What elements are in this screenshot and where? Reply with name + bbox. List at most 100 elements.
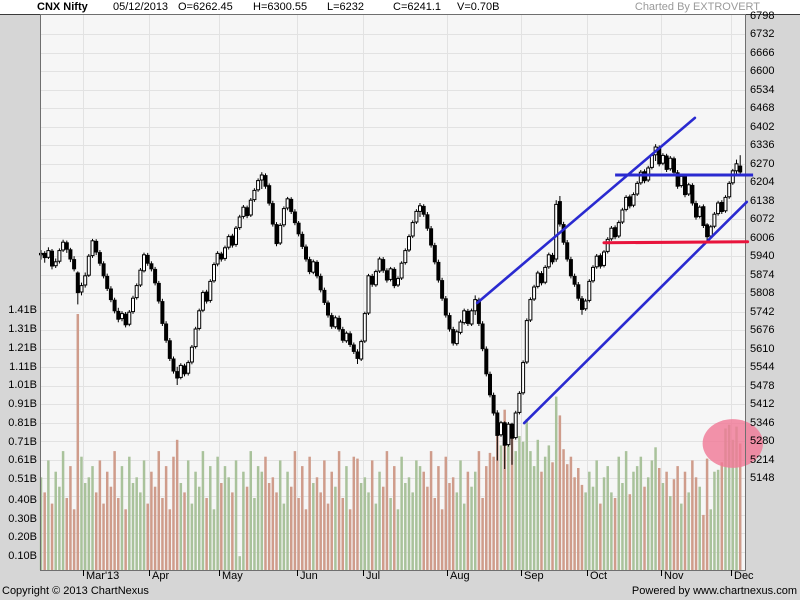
candle-down (701, 206, 706, 226)
volume-highlight-ellipse[interactable] (702, 419, 763, 468)
volume-bar (624, 451, 628, 570)
candle-down (672, 158, 676, 173)
powered-by-link[interactable]: Powered by www.chartnexus.com (631, 585, 797, 597)
channel-lower-trendline[interactable] (522, 200, 749, 425)
candle-down (270, 203, 275, 225)
volume-bar (400, 456, 403, 570)
volume-bar (286, 471, 289, 570)
volume-tick-label: 1.41B (8, 304, 37, 316)
volume-bar (735, 426, 738, 570)
quote-date: 05/12/2013 (113, 1, 169, 13)
volume-bar (485, 466, 488, 570)
price-tick-label: 5610 (750, 343, 775, 355)
plot-area[interactable] (40, 14, 745, 570)
candle-down (694, 203, 698, 218)
candle-up (241, 206, 246, 217)
volume-bar (220, 483, 223, 570)
volume-bar (190, 503, 194, 570)
volume-bar (186, 460, 190, 570)
volume-bar (54, 471, 57, 570)
candle-up (127, 311, 132, 325)
volume-bar (50, 503, 54, 570)
volume-bar (738, 443, 742, 570)
candle-down (355, 351, 360, 359)
volume-bar (687, 492, 690, 570)
candle-down (307, 259, 312, 273)
volume-bar (98, 460, 102, 570)
volume-bar (150, 471, 153, 570)
price-tick-label: 6402 (750, 121, 775, 133)
volume-bar (716, 469, 720, 570)
volume-tick-label: 1.11B (9, 361, 37, 373)
volume-bar (665, 471, 668, 570)
candle-down (561, 224, 566, 243)
volume-bar (102, 503, 105, 570)
candle-down (675, 172, 680, 187)
volume-bar (602, 477, 606, 570)
candle-down (322, 289, 327, 303)
candle-up (223, 247, 227, 259)
candle-up (377, 258, 382, 272)
price-tick-label: 6204 (750, 176, 775, 188)
volume-bar (172, 456, 175, 570)
candle-down (690, 184, 695, 204)
candle-down (568, 259, 573, 277)
volume-bar (146, 503, 149, 570)
candle-down (572, 275, 577, 285)
candle-down (613, 227, 618, 238)
support-red-line[interactable] (602, 240, 750, 245)
volume-bar (308, 456, 311, 570)
volume-bar (676, 466, 679, 570)
volume-bar (345, 466, 348, 570)
volume-bar (411, 492, 414, 570)
volume-bar (514, 451, 517, 570)
candle-up (278, 224, 283, 244)
volume-tick-label: 0.51B (8, 473, 37, 485)
candle-down (491, 394, 496, 414)
volume-bar (359, 483, 363, 570)
candle-down (204, 291, 209, 302)
volume-bar (455, 492, 459, 570)
price-tick-label: 6270 (750, 158, 775, 170)
volume-bar (702, 514, 705, 570)
candle-up (373, 271, 378, 286)
candle-down (94, 240, 99, 253)
candle-up (197, 310, 202, 329)
quote-high: H=6300.55 (253, 1, 308, 13)
volume-bar (510, 428, 514, 570)
volume-bar (131, 483, 135, 570)
volume-bar (507, 439, 510, 570)
candle-down (719, 202, 724, 212)
volume-bar (496, 421, 499, 570)
price-tick-label: 6534 (750, 84, 775, 96)
volume-bar (492, 456, 495, 570)
candle-up (200, 292, 205, 311)
volume-bar (293, 451, 297, 570)
volume-bar (415, 460, 418, 570)
candle-down (421, 205, 426, 215)
volume-bar (297, 498, 300, 570)
price-tick-label: 6072 (750, 213, 775, 225)
candle-up (333, 317, 338, 328)
candle-up (730, 170, 735, 184)
candle-up (727, 182, 732, 198)
candle-up (649, 154, 654, 168)
volume-bar (201, 451, 205, 570)
volume-bar (271, 477, 275, 570)
volume-bar (179, 483, 183, 570)
price-tick-label: 6336 (750, 139, 775, 151)
candle-down (123, 313, 128, 326)
volume-bar (304, 509, 308, 570)
volume-bar (426, 486, 429, 570)
candle-up (208, 280, 213, 301)
month-label: Apr (152, 570, 170, 582)
volume-tick-label: 1.21B (8, 342, 37, 354)
candle-up (359, 341, 364, 360)
candle-down (160, 301, 165, 324)
volume-bar (275, 492, 278, 570)
candle-up (134, 285, 139, 299)
channel-upper-trendline[interactable] (475, 116, 697, 305)
candle-up (454, 331, 459, 345)
candle-up (543, 266, 548, 283)
